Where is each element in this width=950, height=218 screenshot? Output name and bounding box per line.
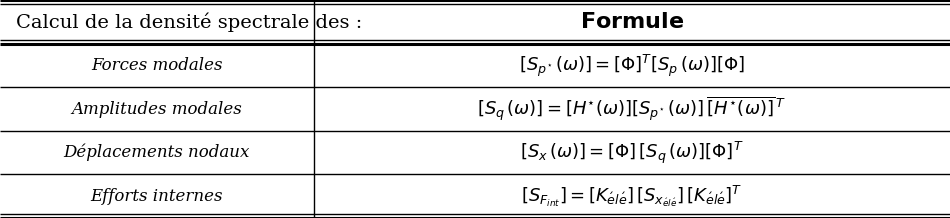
Bar: [314, 174, 950, 218]
Text: $[S_{p^{\star}}\,(\omega)] = [\Phi]^T [S_p\,(\omega)][\Phi]$: $[S_{p^{\star}}\,(\omega)] = [\Phi]^T [S…: [519, 52, 745, 78]
Bar: [314, 0, 950, 44]
Bar: [314, 131, 950, 174]
Text: Forces modales: Forces modales: [91, 57, 222, 74]
Bar: [0, 44, 314, 87]
Bar: [0, 131, 314, 174]
Bar: [0, 87, 314, 131]
Text: $[S_{F_{int}}] = [K_{\acute{e}l\acute{e}}]\,[S_{x_{\acute{e}l\acute{e}}}]\,[K_{\: $[S_{F_{int}}] = [K_{\acute{e}l\acute{e}…: [521, 184, 743, 209]
Text: Déplacements nodaux: Déplacements nodaux: [64, 144, 250, 161]
Text: Amplitudes modales: Amplitudes modales: [71, 100, 242, 118]
Bar: [0, 0, 314, 44]
Bar: [314, 44, 950, 87]
Bar: [314, 87, 950, 131]
Bar: [0, 174, 314, 218]
Text: $[S_x\,(\omega)] = [\Phi]\,[S_q\,(\omega)][\Phi]^T$: $[S_x\,(\omega)] = [\Phi]\,[S_q\,(\omega…: [520, 140, 744, 166]
Text: Efforts internes: Efforts internes: [90, 188, 223, 205]
Text: $[S_q\,(\omega)] = [H^{\star}(\omega)][S_{p^{\star}}\,(\omega)]\,\overline{[H^{\: $[S_q\,(\omega)] = [H^{\star}(\omega)][S…: [477, 95, 787, 123]
Text: $\mathbf{Formule}$: $\mathbf{Formule}$: [580, 11, 684, 33]
Text: Calcul de la densité spectrale des :: Calcul de la densité spectrale des :: [15, 12, 362, 32]
